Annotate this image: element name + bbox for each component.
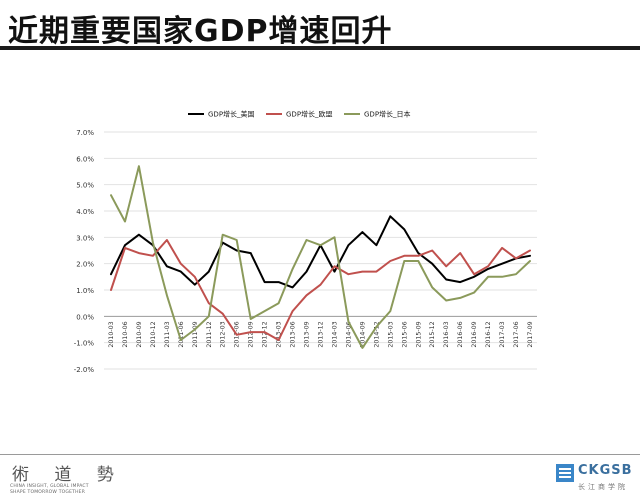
y-tick-label: 2.0% [76,261,94,269]
chart-svg: GDP增长_美国 GDP增长_欧盟 GDP增长_日本 -2.0% -1.0% 0.0% 1… [74,110,537,374]
x-tick-label: 2015-03 [387,321,394,347]
x-tick-label: 2015-06 [401,321,408,347]
x-tick-label: 2017-09 [527,321,534,347]
x-tick-label: 2011-06 [178,321,185,347]
y-tick-label: 3.0% [76,234,94,242]
x-tick-label: 2014-12 [373,321,380,347]
x-axis: 2010-03 2010-06 2010-09 2010-12 2011-03 2011-… [108,321,534,347]
ckgsb-chinese-name: 长江商学院 [578,483,628,491]
x-tick-label: 2015-12 [429,321,436,347]
gridlines [104,131,537,370]
y-tick-label: -2.0% [74,366,95,374]
title-underline [0,46,640,50]
x-tick-label: 2013-03 [276,321,283,347]
ckgsb-name: CKGSB [578,463,633,478]
y-tick-label: 5.0% [76,182,94,190]
slide-title: 近期重要国家GDP增速回升 [8,14,393,49]
x-tick-label: 2014-09 [359,321,366,347]
x-tick-label: 2011-09 [192,321,199,347]
right-footer-logo: CKGSB 长江商学院 [556,462,636,498]
y-tick-label: 1.0% [76,287,94,295]
ckgsb-emblem-icon [556,464,574,482]
series-lines [110,165,531,349]
x-tick-label: 2014-03 [331,321,338,347]
gdp-line-chart: GDP增长_美国 GDP增长_欧盟 GDP增长_日本 -2.0% -1.0% 0.0% 1… [0,50,640,450]
x-tick-label: 2017-03 [499,321,506,347]
y-axis: -2.0% -1.0% 0.0% 1.0% 2.0% 3.0% 4.0% 5.0% 6.0% 7.… [74,129,95,374]
footer-divider [0,454,640,455]
title-bar: 近期重要国家GDP增速回升 [0,0,640,52]
x-tick-label: 2010-09 [136,321,143,347]
x-tick-label: 2013-09 [304,321,311,347]
x-tick-label: 2014-06 [345,321,352,347]
x-tick-label: 2015-09 [415,321,422,347]
left-footer-logo: 術 道 勢 CHINA INSIGHT, GLOBAL IMPACT SHAPE… [10,460,120,500]
logo-tagline-1: CHINA INSIGHT, GLOBAL IMPACT [10,484,89,489]
y-tick-label: 6.0% [76,155,94,163]
x-tick-label: 2013-12 [318,321,325,347]
x-tick-label: 2016-06 [457,321,464,347]
legend-label-1: GDP增长_欧盟 [286,110,333,119]
x-tick-label: 2011-12 [206,321,213,347]
x-tick-label: 2010-12 [150,321,157,347]
x-tick-label: 2010-03 [108,321,115,347]
chart-legend: GDP增长_美国 GDP增长_欧盟 GDP增长_日本 [188,110,411,119]
x-tick-label: 2012-09 [248,321,255,347]
x-tick-label: 2016-12 [485,321,492,347]
logo-glyphs: 術 道 勢 [12,465,124,485]
x-tick-label: 2016-03 [443,321,450,347]
x-tick-label: 2016-09 [471,321,478,347]
series-line-2 [110,165,531,349]
x-tick-label: 2013-06 [290,321,297,347]
x-tick-label: 2012-03 [220,321,227,347]
y-tick-label: 0.0% [76,313,94,321]
x-tick-label: 2011-03 [164,321,171,347]
y-tick-label: 7.0% [76,129,94,137]
x-tick-label: 2012-12 [262,321,269,347]
legend-label-0: GDP增长_美国 [208,110,255,119]
series-line-1 [110,239,531,341]
x-tick-label: 2010-06 [122,321,129,347]
logo-tagline-2: SHAPE TOMORROW TOGETHER [10,490,86,495]
y-tick-label: 4.0% [76,208,94,216]
y-tick-label: -1.0% [74,340,95,348]
legend-label-2: GDP增长_日本 [364,110,411,119]
x-tick-label: 2017-06 [513,321,520,347]
